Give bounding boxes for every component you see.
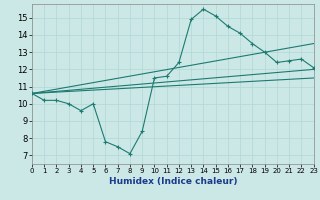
X-axis label: Humidex (Indice chaleur): Humidex (Indice chaleur) — [108, 177, 237, 186]
